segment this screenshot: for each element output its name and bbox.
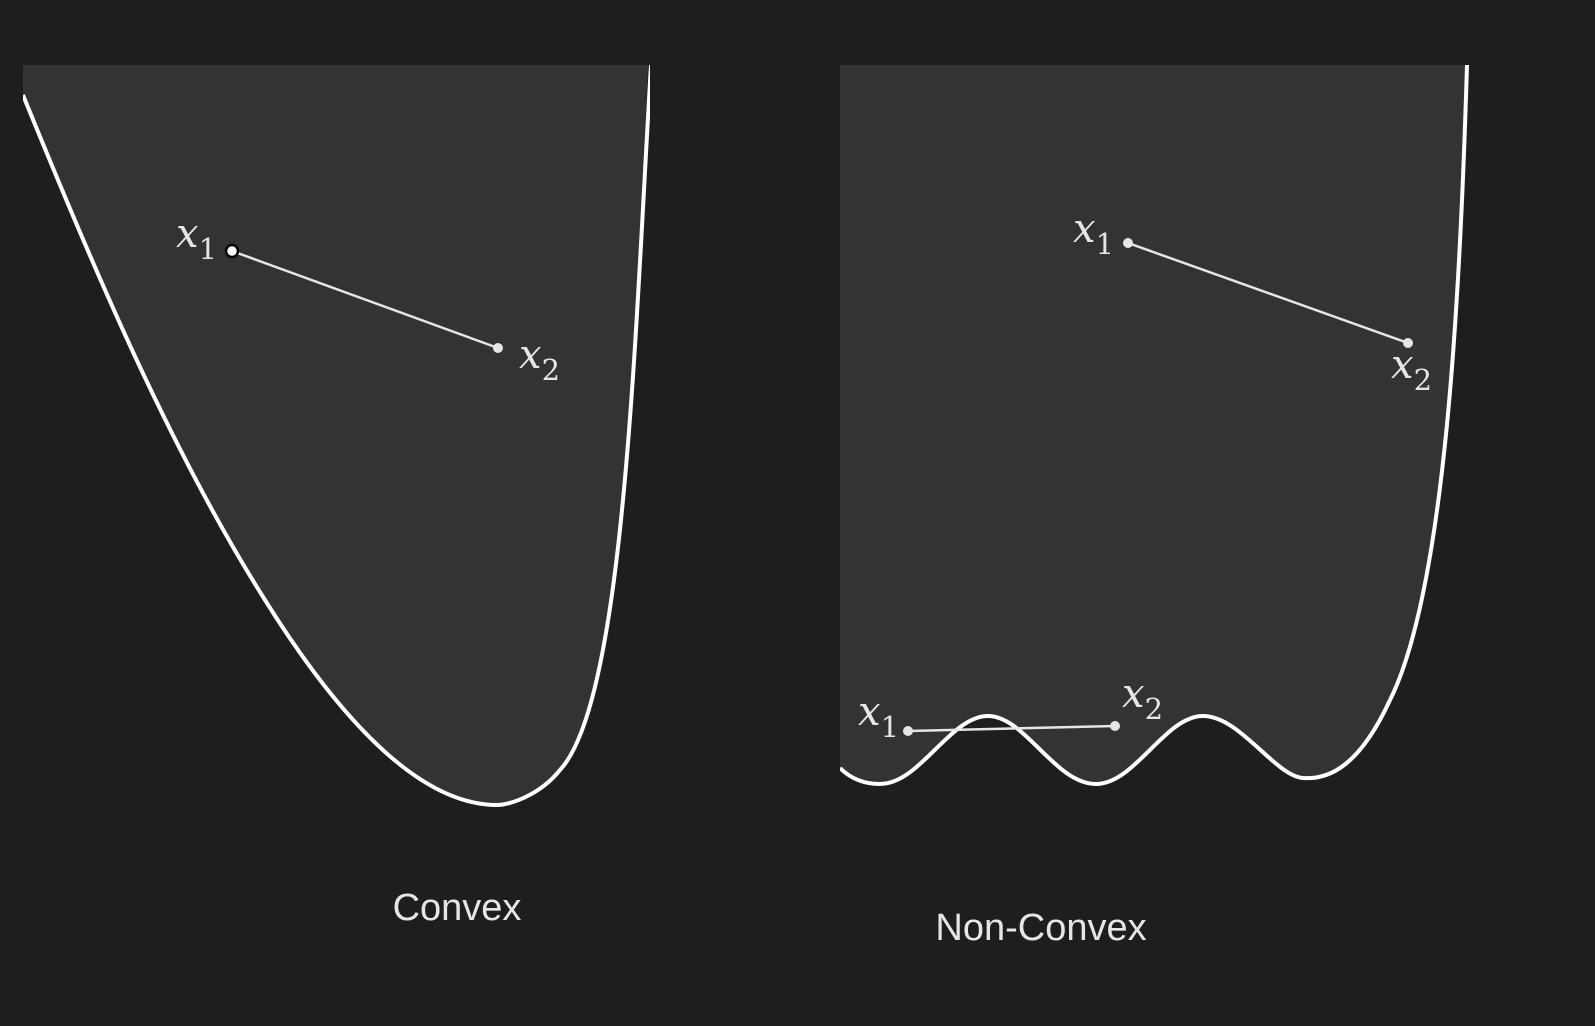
non-convex-upper-label-x2: x2 [1391, 342, 1432, 397]
non-convex-upper-segment-line [1127, 241, 1409, 345]
non-convex-panel: x1 x2 x1 x2 Non-Convex [840, 65, 1470, 949]
convex-label-x2: x2 [519, 332, 560, 387]
non-convex-lower-point-x1 [903, 726, 913, 736]
non-convex-segment-lower: x1 x2 [858, 671, 1163, 744]
convex-segment: x1 x2 [176, 211, 560, 387]
non-convex-epigraph-region [840, 65, 1470, 784]
convex-segment-line [231, 249, 499, 350]
convex-panel: x1 x2 Convex [23, 65, 650, 929]
non-convex-upper-point-x1 [1123, 238, 1133, 248]
non-convex-upper-point-x2 [1403, 338, 1413, 348]
convex-curve [23, 65, 650, 808]
non-convex-segment-upper: x1 x2 [1073, 206, 1432, 397]
non-convex-upper-label-x1: x1 [1073, 206, 1114, 261]
non-convex-lower-point-x2 [1110, 721, 1120, 731]
non-convex-caption: Non-Convex [935, 907, 1146, 949]
convex-epigraph-region [23, 65, 650, 805]
non-convex-lower-segment-line [907, 724, 1116, 733]
non-convex-lower-label-x2: x2 [1122, 671, 1163, 726]
convex-caption: Convex [393, 887, 522, 929]
convex-point-x1 [224, 243, 240, 259]
non-convex-curve [840, 65, 1469, 787]
convex-label-x1: x1 [176, 211, 217, 266]
convex-point-x2 [493, 343, 503, 353]
non-convex-lower-label-x1: x1 [858, 689, 899, 744]
